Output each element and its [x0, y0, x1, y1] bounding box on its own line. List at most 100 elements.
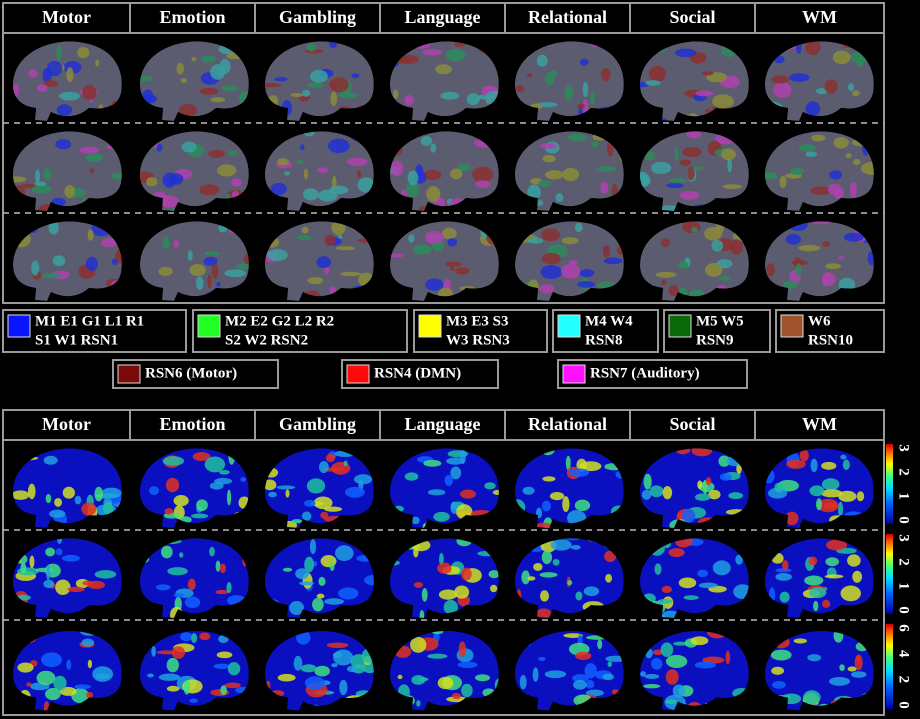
legend-box [341, 359, 499, 389]
activation-blob [304, 676, 325, 690]
activation-blob [567, 510, 587, 527]
activation-blob [349, 131, 362, 141]
activation-blob [570, 545, 581, 550]
activation-blob [790, 167, 804, 176]
activation-blob [270, 182, 287, 196]
activation-blob [852, 570, 863, 583]
colorbar-tick-label: 3 [896, 534, 912, 542]
brain-map [640, 630, 749, 711]
activation-blob [20, 562, 27, 574]
activation-blob [313, 496, 333, 510]
activation-blob [838, 490, 857, 502]
activation-blob [29, 555, 35, 569]
activation-blob [838, 501, 844, 518]
activation-blob [616, 641, 624, 652]
brain-surface [765, 448, 874, 528]
activation-blob [473, 138, 496, 148]
brain-surface [265, 131, 374, 211]
activation-blob [818, 703, 830, 710]
activation-blob [171, 207, 176, 212]
activation-blob [821, 489, 843, 498]
activation-blob [821, 599, 831, 609]
activation-blob [173, 495, 189, 507]
activation-blob [338, 587, 359, 600]
activation-blob [869, 43, 874, 53]
colorbar-tick-label: 1 [896, 492, 912, 500]
activation-blob [331, 663, 338, 668]
activation-blob [218, 44, 240, 55]
activation-blob [278, 538, 287, 550]
activation-blob [201, 55, 216, 63]
activation-blob [111, 172, 122, 180]
activation-blob [838, 277, 856, 293]
brain-map [765, 538, 874, 619]
column-header: Relational [528, 7, 607, 27]
activation-blob [276, 485, 296, 490]
activation-blob [28, 69, 38, 78]
activation-blob [357, 177, 374, 193]
activation-blob [216, 164, 237, 177]
activation-blob [640, 596, 652, 609]
activation-blob [619, 503, 624, 518]
activation-blob [265, 467, 279, 478]
activation-blob [785, 234, 802, 245]
activation-blob [526, 634, 532, 647]
activation-blob [830, 700, 841, 705]
activation-blob [489, 584, 498, 593]
activation-blob [694, 493, 711, 501]
activation-blob [527, 184, 541, 200]
activation-blob [460, 567, 472, 581]
activation-blob [340, 538, 362, 541]
brain-shape [390, 221, 499, 301]
activation-blob [701, 611, 713, 619]
activation-blob [43, 167, 52, 181]
activation-blob [732, 700, 739, 711]
activation-blob [470, 509, 493, 518]
legend-label: W3 RSN3 [446, 332, 510, 348]
activation-blob [357, 169, 362, 179]
brain-map [13, 630, 122, 711]
brain-map [265, 448, 374, 529]
colorbar-tick-label: 2 [896, 676, 912, 684]
activation-blob [722, 184, 742, 190]
activation-blob [393, 89, 399, 99]
activation-blob [584, 663, 597, 679]
activation-blob [13, 699, 26, 704]
activation-blob [45, 547, 56, 557]
panel-frame [2, 409, 885, 716]
activation-blob [862, 141, 870, 156]
activation-blob [788, 221, 808, 232]
activation-blob [13, 185, 26, 199]
activation-blob [438, 589, 458, 600]
activation-blob [299, 581, 314, 586]
activation-blob [222, 294, 228, 301]
activation-blob [644, 673, 660, 679]
activation-blob [267, 249, 288, 262]
activation-blob [291, 519, 303, 524]
activation-blob [344, 486, 365, 498]
legend-swatch [346, 364, 370, 384]
brain-map [515, 41, 624, 122]
activation-blob [852, 199, 860, 212]
activation-blob [662, 486, 673, 500]
activation-blob [539, 143, 557, 149]
activation-blob [423, 459, 442, 467]
activation-blob [660, 238, 670, 248]
activation-blob [289, 601, 305, 616]
brain-surface [515, 221, 624, 301]
activation-blob [309, 538, 317, 555]
activation-blob [140, 138, 155, 152]
colorbar-tick-label: 4 [896, 650, 912, 658]
activation-blob [604, 463, 624, 471]
colorbar-tick-label: 3 [896, 444, 912, 452]
activation-blob [81, 520, 87, 525]
activation-blob [807, 704, 826, 711]
activation-blob [433, 511, 450, 522]
activation-blob [43, 80, 59, 87]
activation-blob [536, 54, 548, 67]
brain-surface [765, 221, 874, 301]
activation-blob [41, 652, 62, 668]
activation-blob [55, 139, 72, 150]
activation-blob [214, 477, 233, 485]
activation-blob [393, 448, 405, 461]
